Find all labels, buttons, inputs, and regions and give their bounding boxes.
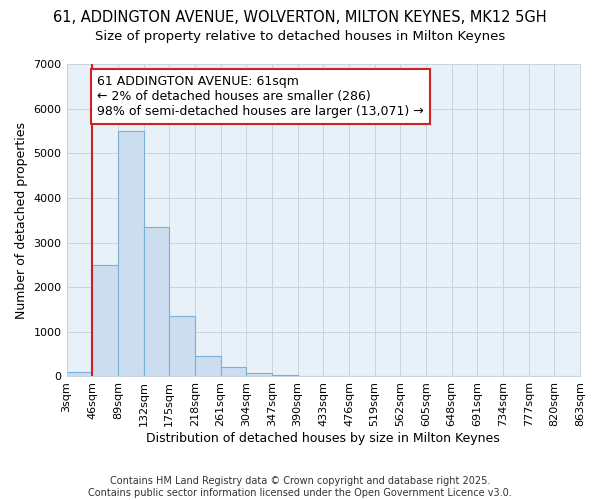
Bar (92, 265, 118, 376)
Bar (169, 316, 195, 376)
Bar (143, 227, 169, 376)
Bar (195, 356, 221, 376)
X-axis label: Distribution of detached houses by size in Milton Keynes: Distribution of detached houses by size … (146, 432, 500, 445)
Bar (67, 372, 92, 376)
Bar (272, 374, 298, 376)
Bar (118, 131, 143, 376)
Text: 61, ADDINGTON AVENUE, WOLVERTON, MILTON KEYNES, MK12 5GH: 61, ADDINGTON AVENUE, WOLVERTON, MILTON … (53, 10, 547, 25)
Text: Size of property relative to detached houses in Milton Keynes: Size of property relative to detached ho… (95, 30, 505, 43)
Bar (246, 373, 272, 376)
Text: 61 ADDINGTON AVENUE: 61sqm
← 2% of detached houses are smaller (286)
98% of semi: 61 ADDINGTON AVENUE: 61sqm ← 2% of detac… (97, 75, 424, 118)
Text: Contains HM Land Registry data © Crown copyright and database right 2025.
Contai: Contains HM Land Registry data © Crown c… (88, 476, 512, 498)
Y-axis label: Number of detached properties: Number of detached properties (15, 122, 28, 318)
Bar (221, 366, 246, 376)
